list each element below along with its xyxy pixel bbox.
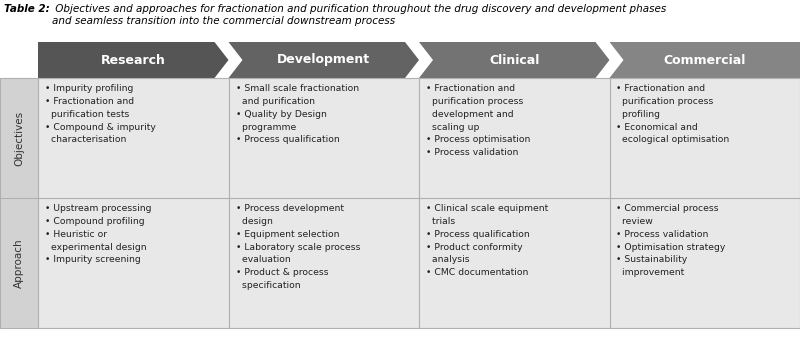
Text: Table 2:: Table 2: — [4, 4, 50, 14]
Text: • Impurity profiling
• Fractionation and
  purification tests
• Compound & impur: • Impurity profiling • Fractionation and… — [45, 84, 156, 145]
Text: Approach: Approach — [14, 238, 24, 288]
Text: • Fractionation and
  purification process
  development and
  scaling up
• Proc: • Fractionation and purification process… — [426, 84, 530, 157]
Text: Commercial: Commercial — [663, 53, 746, 67]
Bar — [0, 198, 38, 328]
Text: • Process development
  design
• Equipment selection
• Laboratory scale process
: • Process development design • Equipment… — [235, 204, 360, 290]
Text: • Upstream processing
• Compound profiling
• Heuristic or
  experimental design
: • Upstream processing • Compound profili… — [45, 204, 151, 264]
Text: • Commercial process
  review
• Process validation
• Optimisation strategy
• Sus: • Commercial process review • Process va… — [617, 204, 726, 277]
Text: • Clinical scale equipment
  trials
• Process qualification
• Product conformity: • Clinical scale equipment trials • Proc… — [426, 204, 548, 277]
Text: • Fractionation and
  purification process
  profiling
• Economical and
  ecolog: • Fractionation and purification process… — [617, 84, 730, 145]
Text: Development: Development — [277, 53, 370, 67]
Polygon shape — [419, 42, 610, 78]
Bar — [0, 78, 800, 328]
Text: • Small scale fractionation
  and purification
• Quality by Design
  programme
•: • Small scale fractionation and purifica… — [235, 84, 358, 145]
Bar — [0, 78, 38, 198]
Text: Objectives: Objectives — [14, 110, 24, 166]
Polygon shape — [610, 42, 800, 78]
Text: Clinical: Clinical — [489, 53, 539, 67]
Polygon shape — [38, 42, 229, 78]
Text: Research: Research — [101, 53, 166, 67]
Polygon shape — [229, 42, 419, 78]
Text: Objectives and approaches for fractionation and purification throughout the drug: Objectives and approaches for fractionat… — [52, 4, 666, 26]
Bar — [0, 78, 800, 328]
